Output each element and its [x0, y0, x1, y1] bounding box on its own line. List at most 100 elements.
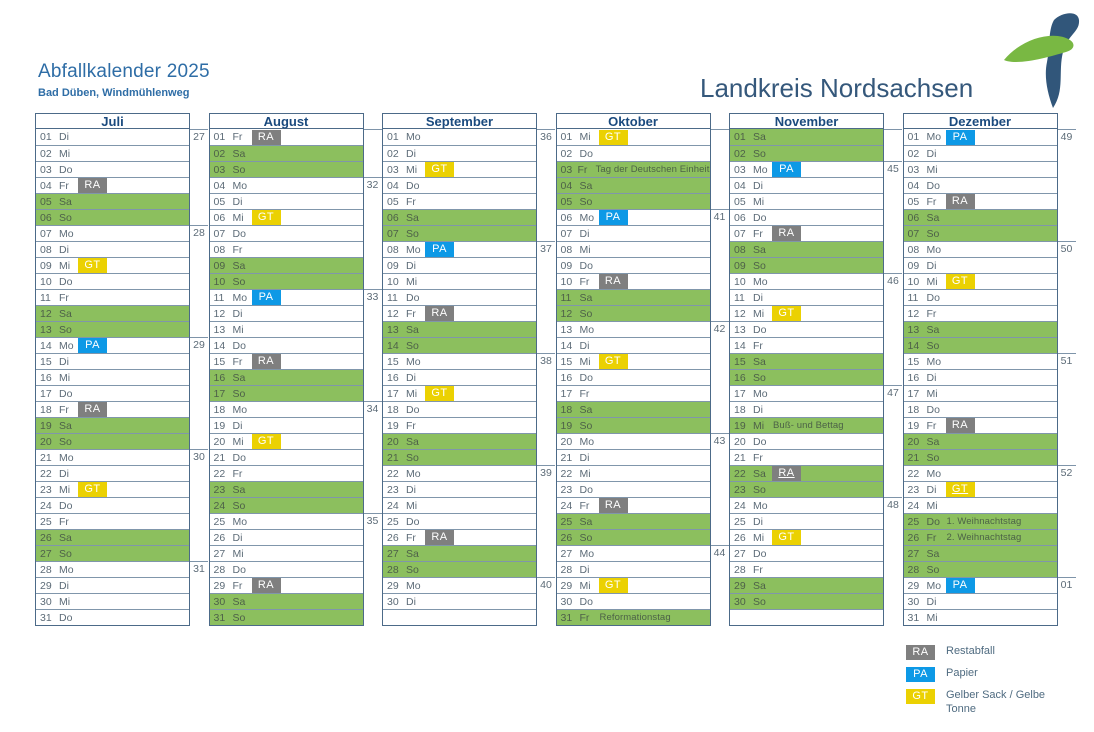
badge-ra: RA: [425, 306, 454, 321]
weekday-label: Mo: [232, 515, 248, 528]
day-number: 11: [40, 291, 51, 304]
day-row-august-26: 26 Di: [209, 529, 363, 545]
day-row-august-12: 12 Di: [209, 305, 363, 321]
day-number: 11: [560, 291, 572, 304]
day-number: 27: [734, 547, 746, 560]
weekday-label: Mi: [406, 163, 418, 176]
week-divider: [190, 449, 208, 450]
day-row-september-22: 22 Mo: [383, 465, 536, 481]
weekday-label: Mo: [926, 467, 942, 480]
day-row-august-04: 04 Mo: [209, 177, 363, 193]
weekday-label: Do: [232, 339, 246, 352]
day-number: 26: [40, 531, 52, 544]
weekday-label: Mo: [59, 339, 74, 352]
week-number-column: 41 42 43 44: [710, 129, 730, 626]
weekday-label: Mo: [926, 243, 942, 256]
week-divider: [1057, 241, 1076, 242]
week-divider: [710, 209, 729, 210]
week-divider: [710, 433, 729, 434]
month-table: November 01 Sa 02 So 03 Mo PA 04 Di 05 Mi 06 Do 07 Fr RA…: [729, 113, 884, 626]
weekday-label: So: [753, 483, 766, 496]
day-row-august-18: 18 Mo: [209, 401, 363, 417]
day-row-juli-18: 18 Fr RA: [36, 401, 189, 417]
day-number: 29: [734, 579, 746, 592]
weekday-label: Do: [926, 179, 940, 192]
day-row-dezember-19: 19 Fr RA: [903, 417, 1057, 433]
weekday-label: Do: [753, 323, 767, 336]
week-number-column: 27 28 29 30 31: [190, 129, 209, 626]
weekday-label: Mi: [232, 435, 244, 448]
week-divider: [884, 497, 902, 498]
day-number: 09: [387, 259, 399, 272]
day-number: 10: [907, 275, 920, 288]
week-number: 43: [713, 435, 726, 447]
day-row-november-26: 26 Mi GT: [730, 529, 883, 545]
day-row-dezember-25: 25 Do 1. Weihnachtstag: [903, 513, 1057, 529]
weekday-label: Fr: [577, 163, 588, 176]
day-row-november-17: 17 Mo: [730, 385, 883, 401]
week-divider: [363, 289, 382, 290]
day-number: 18: [40, 403, 52, 416]
day-number: 04: [734, 179, 746, 192]
badge-pa: PA: [78, 338, 107, 353]
weekday-label: So: [753, 371, 766, 384]
day-number: 10: [213, 275, 226, 288]
badge-gt: GT: [251, 434, 281, 449]
day-row-dezember-24: 24 Mi: [903, 497, 1057, 513]
day-number: 12: [907, 307, 920, 320]
day-number: 26: [734, 531, 746, 544]
day-number: 19: [734, 419, 746, 432]
day-row-juli-28: 28 Mo: [36, 561, 189, 577]
week-number: 34: [366, 403, 379, 415]
day-number: 16: [907, 371, 920, 384]
week-number: 41: [713, 211, 726, 223]
legend-item-gt: GT Gelber Sack / Gelbe Tonne: [905, 689, 1064, 717]
week-number: 50: [1060, 243, 1073, 255]
day-number: 30: [734, 595, 746, 608]
day-number: 22: [40, 467, 52, 480]
day-row-september-13: 13 Sa: [383, 321, 536, 337]
day-number: 18: [560, 403, 573, 416]
weekday-label: Di: [579, 563, 590, 576]
weekday-label: Do: [59, 387, 73, 400]
week-number-column: 49 50 51 52 01: [1057, 129, 1077, 626]
day-number: 04: [560, 179, 573, 192]
month-juli: Juli 01 Di 02 Mi 03 Do 04 Fr RA 05 Sa 06 So 07 Mo 08 Di 09…: [35, 113, 209, 626]
day-number: 17: [734, 387, 746, 400]
day-row-november-16: 16 So: [730, 369, 883, 385]
week-number: 39: [540, 467, 552, 479]
day-row-juli-21: 21 Mo: [36, 449, 189, 465]
week-divider: [884, 129, 902, 130]
day-row-august-20: 20 Mi GT: [209, 433, 363, 449]
weekday-label: Mo: [59, 227, 74, 240]
weekday-label: So: [59, 323, 72, 336]
weekday-label: Do: [926, 515, 940, 528]
day-number: 06: [907, 211, 920, 224]
legend-item-pa: PA Papier: [905, 667, 1064, 682]
day-number: 01: [907, 131, 920, 143]
day-number: 25: [213, 515, 226, 528]
weekday-label: Mi: [926, 387, 938, 400]
day-number: 26: [560, 531, 573, 544]
badge-ra: RA: [251, 578, 281, 593]
day-number: 16: [560, 371, 573, 384]
weekday-label: Fr: [926, 531, 937, 544]
day-number: 01: [734, 131, 746, 143]
badge-ra: RA: [78, 178, 107, 193]
day-number: 10: [40, 275, 52, 288]
badge-ra: RA: [425, 530, 454, 545]
day-row-august-05: 05 Di: [209, 193, 363, 209]
day-number: 05: [560, 195, 573, 208]
weekday-label: Mo: [926, 355, 942, 368]
legend-label: Restabfall: [946, 645, 995, 657]
day-row-september-05: 05 Fr: [383, 193, 536, 209]
badge-gt: GT: [78, 258, 107, 273]
badge-pa: PA: [945, 578, 975, 593]
day-row-september-14: 14 So: [383, 337, 536, 353]
weekday-label: Di: [406, 595, 416, 608]
day-row-dezember-15: 15 Mo: [903, 353, 1057, 369]
weekday-label: So: [232, 163, 246, 176]
weekday-label: Sa: [406, 435, 419, 448]
day-number: 17: [40, 387, 52, 400]
day-number: 30: [40, 595, 52, 608]
